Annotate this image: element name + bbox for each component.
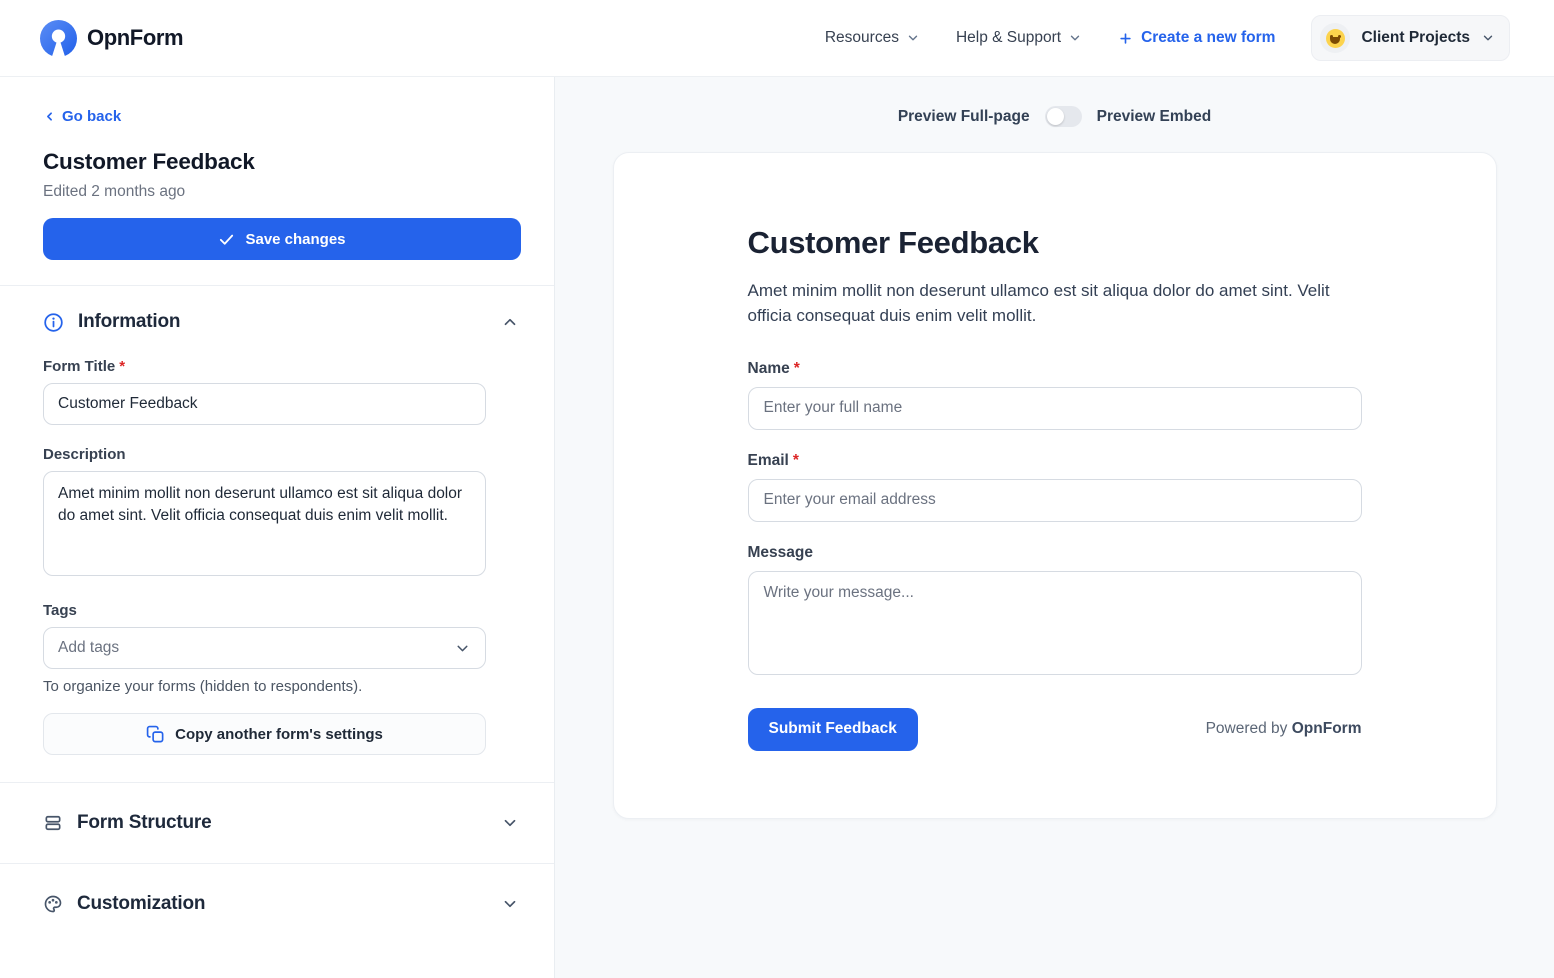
workspace-name: Client Projects [1361,29,1470,46]
preview-mode-toggle[interactable] [1044,106,1082,127]
description-label: Description [43,446,126,463]
plus-icon [1118,31,1133,46]
name-input[interactable] [747,386,1362,430]
toggle-knob [1046,108,1064,125]
section-form-structure[interactable]: Form Structure [43,783,519,863]
preview-form-description: Amet minim mollit non deserunt ullamco e… [747,281,1330,325]
required-asterisk: * [119,358,126,375]
copy-icon [146,725,165,744]
section-information[interactable]: Information [43,286,519,358]
header-nav: Resources Help & Support Create a new fo… [825,15,1510,61]
email-label: Email * [747,451,799,469]
message-label: Message [747,543,813,561]
tags-select[interactable]: Add tags [43,627,486,669]
preview-panel: Preview Full-page Preview Embed Customer… [555,77,1554,978]
form-title-input[interactable] [43,383,486,425]
description-textarea[interactable]: Amet minim mollit non deserunt ullamco e… [43,471,486,576]
divider [0,285,554,286]
form-settings-sidebar: Go back Customer Feedback Edited 2 month… [0,77,555,978]
required-asterisk: * [793,359,800,377]
tags-label: Tags [43,602,77,619]
preview-fullpage-label: Preview Full-page [897,107,1030,125]
brand-name: OpnForm [87,25,184,50]
divider [0,782,554,783]
chevron-down-icon [454,640,471,657]
create-new-form-button[interactable]: Create a new form [1118,29,1275,47]
chevron-down-icon [906,31,920,45]
smiley-emoji-icon [1325,28,1345,48]
save-changes-button[interactable]: Save changes [43,218,521,260]
palette-icon [43,894,63,914]
workspace-switcher[interactable]: Client Projects [1311,15,1510,61]
info-icon [43,312,64,333]
section-customization-title: Customization [77,893,206,914]
powered-by-text: Powered by OpnForm [1205,720,1362,738]
section-customization[interactable]: Customization [43,864,519,944]
app-header: OpnForm Resources Help & Support Create … [0,0,1554,77]
message-textarea[interactable] [747,570,1362,675]
preview-field-name: Name * [747,359,1362,430]
go-back-link[interactable]: Go back [43,108,121,125]
nav-help-support[interactable]: Help & Support [956,29,1082,47]
chevron-down-icon [501,895,519,913]
email-input[interactable] [747,478,1362,522]
submit-feedback-button[interactable]: Submit Feedback [747,707,918,751]
workspace-avatar [1320,23,1351,53]
section-form-structure-title: Form Structure [77,812,212,833]
preview-field-message: Message [747,543,1362,680]
chevron-down-icon [501,814,519,832]
check-icon [218,231,235,248]
opnform-logo-icon [40,19,77,57]
preview-mode-row: Preview Full-page Preview Embed [555,106,1554,127]
preview-form-title: Customer Feedback [747,225,1040,260]
copy-form-settings-button[interactable]: Copy another form's settings [43,713,486,755]
preview-field-email: Email * [747,451,1362,522]
section-information-title: Information [78,311,181,332]
form-title-label: Form Title * [43,358,126,375]
rows-icon [43,813,63,833]
required-asterisk: * [792,451,799,469]
nav-resources[interactable]: Resources [825,29,920,47]
opnform-logo[interactable]: OpnForm [40,19,184,57]
last-edited-text: Edited 2 months ago [43,183,186,200]
tags-help-text: To organize your forms (hidden to respon… [43,678,363,695]
chevron-down-icon [1068,31,1082,45]
form-name-heading: Customer Feedback [43,149,255,174]
form-preview-card: Customer Feedback Amet minim mollit non … [612,152,1497,819]
chevron-left-icon [43,110,56,123]
chevron-down-icon [1481,31,1495,45]
powered-by-brand: OpnForm [1291,720,1362,738]
preview-embed-label: Preview Embed [1096,107,1212,125]
divider [0,863,554,864]
name-label: Name * [747,359,800,377]
chevron-up-icon [501,313,519,331]
tags-placeholder: Add tags [58,639,120,656]
